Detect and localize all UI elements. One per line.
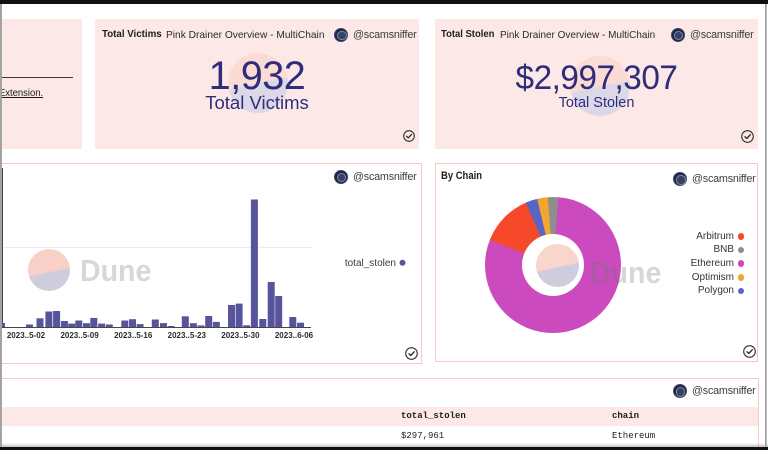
svg-text:total_stolen: total_stolen bbox=[345, 258, 396, 269]
svg-text:2023..5-02: 2023..5-02 bbox=[7, 331, 46, 340]
svg-text:2023..5-30: 2023..5-30 bbox=[221, 331, 260, 340]
svg-text:2023..5-16: 2023..5-16 bbox=[114, 331, 153, 340]
svg-text:2023..5-23: 2023..5-23 bbox=[168, 331, 207, 340]
svg-text:2023..5-09: 2023..5-09 bbox=[60, 331, 99, 340]
svg-text:2023..6-06: 2023..6-06 bbox=[275, 331, 314, 340]
